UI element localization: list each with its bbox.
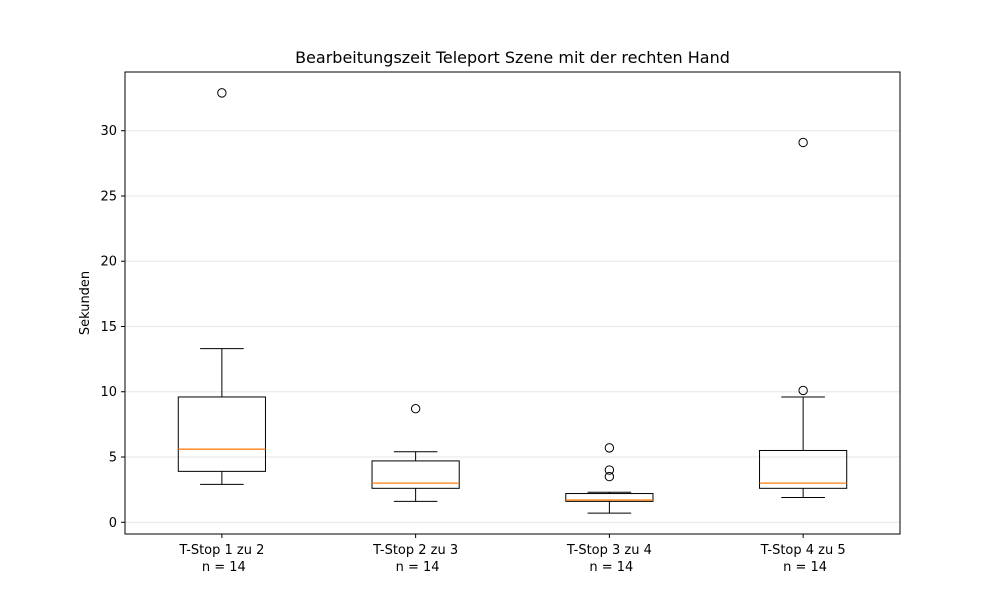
box bbox=[371, 460, 460, 489]
x-tick-label: T-Stop 1 zu 2 bbox=[178, 543, 264, 558]
y-axis: 0 5 10 15 20 25 30 bbox=[100, 124, 125, 531]
outlier-point bbox=[604, 471, 615, 482]
grid-lines bbox=[125, 130, 900, 523]
x-tick-label: T-Stop 3 zu 4 bbox=[566, 543, 652, 558]
box-group bbox=[565, 443, 654, 514]
boxes bbox=[177, 88, 848, 514]
y-tick-label: 15 bbox=[100, 320, 117, 335]
x-tick-label: T-Stop 4 zu 5 bbox=[760, 543, 846, 558]
x-tick-label: T-Stop 2 zu 3 bbox=[372, 543, 458, 558]
y-tick-label: 5 bbox=[109, 451, 117, 466]
y-tick-label: 30 bbox=[100, 124, 117, 139]
plot-frame bbox=[124, 71, 901, 535]
outlier-point bbox=[604, 465, 615, 475]
outlier-point bbox=[217, 88, 227, 98]
box-group bbox=[759, 137, 848, 498]
x-tick-sublabel: n = 14 bbox=[396, 560, 440, 575]
box bbox=[759, 449, 848, 489]
y-tick-label: 10 bbox=[100, 385, 117, 400]
box bbox=[177, 396, 266, 472]
x-tick-sublabel: n = 14 bbox=[783, 560, 827, 575]
outlier-point bbox=[798, 385, 808, 396]
y-axis-label: Sekunden bbox=[78, 271, 93, 335]
x-tick-sublabel: n = 14 bbox=[202, 560, 246, 575]
box-group bbox=[371, 404, 460, 502]
box bbox=[565, 493, 654, 502]
box-group bbox=[177, 88, 266, 485]
outlier-point bbox=[410, 404, 421, 414]
y-tick-label: 25 bbox=[100, 189, 117, 204]
y-tick-label: 20 bbox=[100, 255, 117, 270]
outlier-point bbox=[798, 137, 808, 148]
x-tick-sublabel: n = 14 bbox=[589, 560, 633, 575]
y-tick-label: 0 bbox=[109, 516, 117, 531]
outlier-point bbox=[604, 443, 615, 453]
x-axis: T-Stop 1 zu 2 n = 14 T-Stop 2 zu 3 n = 14 T-… bbox=[178, 534, 846, 575]
chart-title: Bearbeitungszeit Teleport Szene mit der … bbox=[295, 48, 730, 67]
